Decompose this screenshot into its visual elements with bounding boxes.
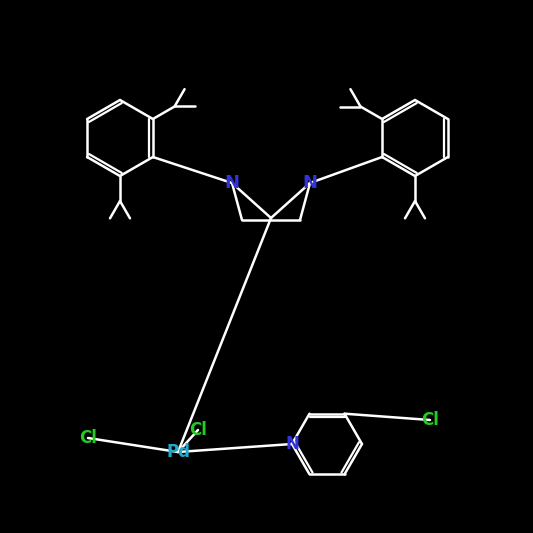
- Text: Cl: Cl: [79, 429, 97, 447]
- Text: N: N: [303, 174, 318, 192]
- Text: Cl: Cl: [189, 421, 207, 439]
- Text: N: N: [224, 174, 239, 192]
- Text: Pd: Pd: [166, 443, 190, 461]
- Text: N: N: [285, 435, 299, 453]
- Text: Cl: Cl: [421, 411, 439, 429]
